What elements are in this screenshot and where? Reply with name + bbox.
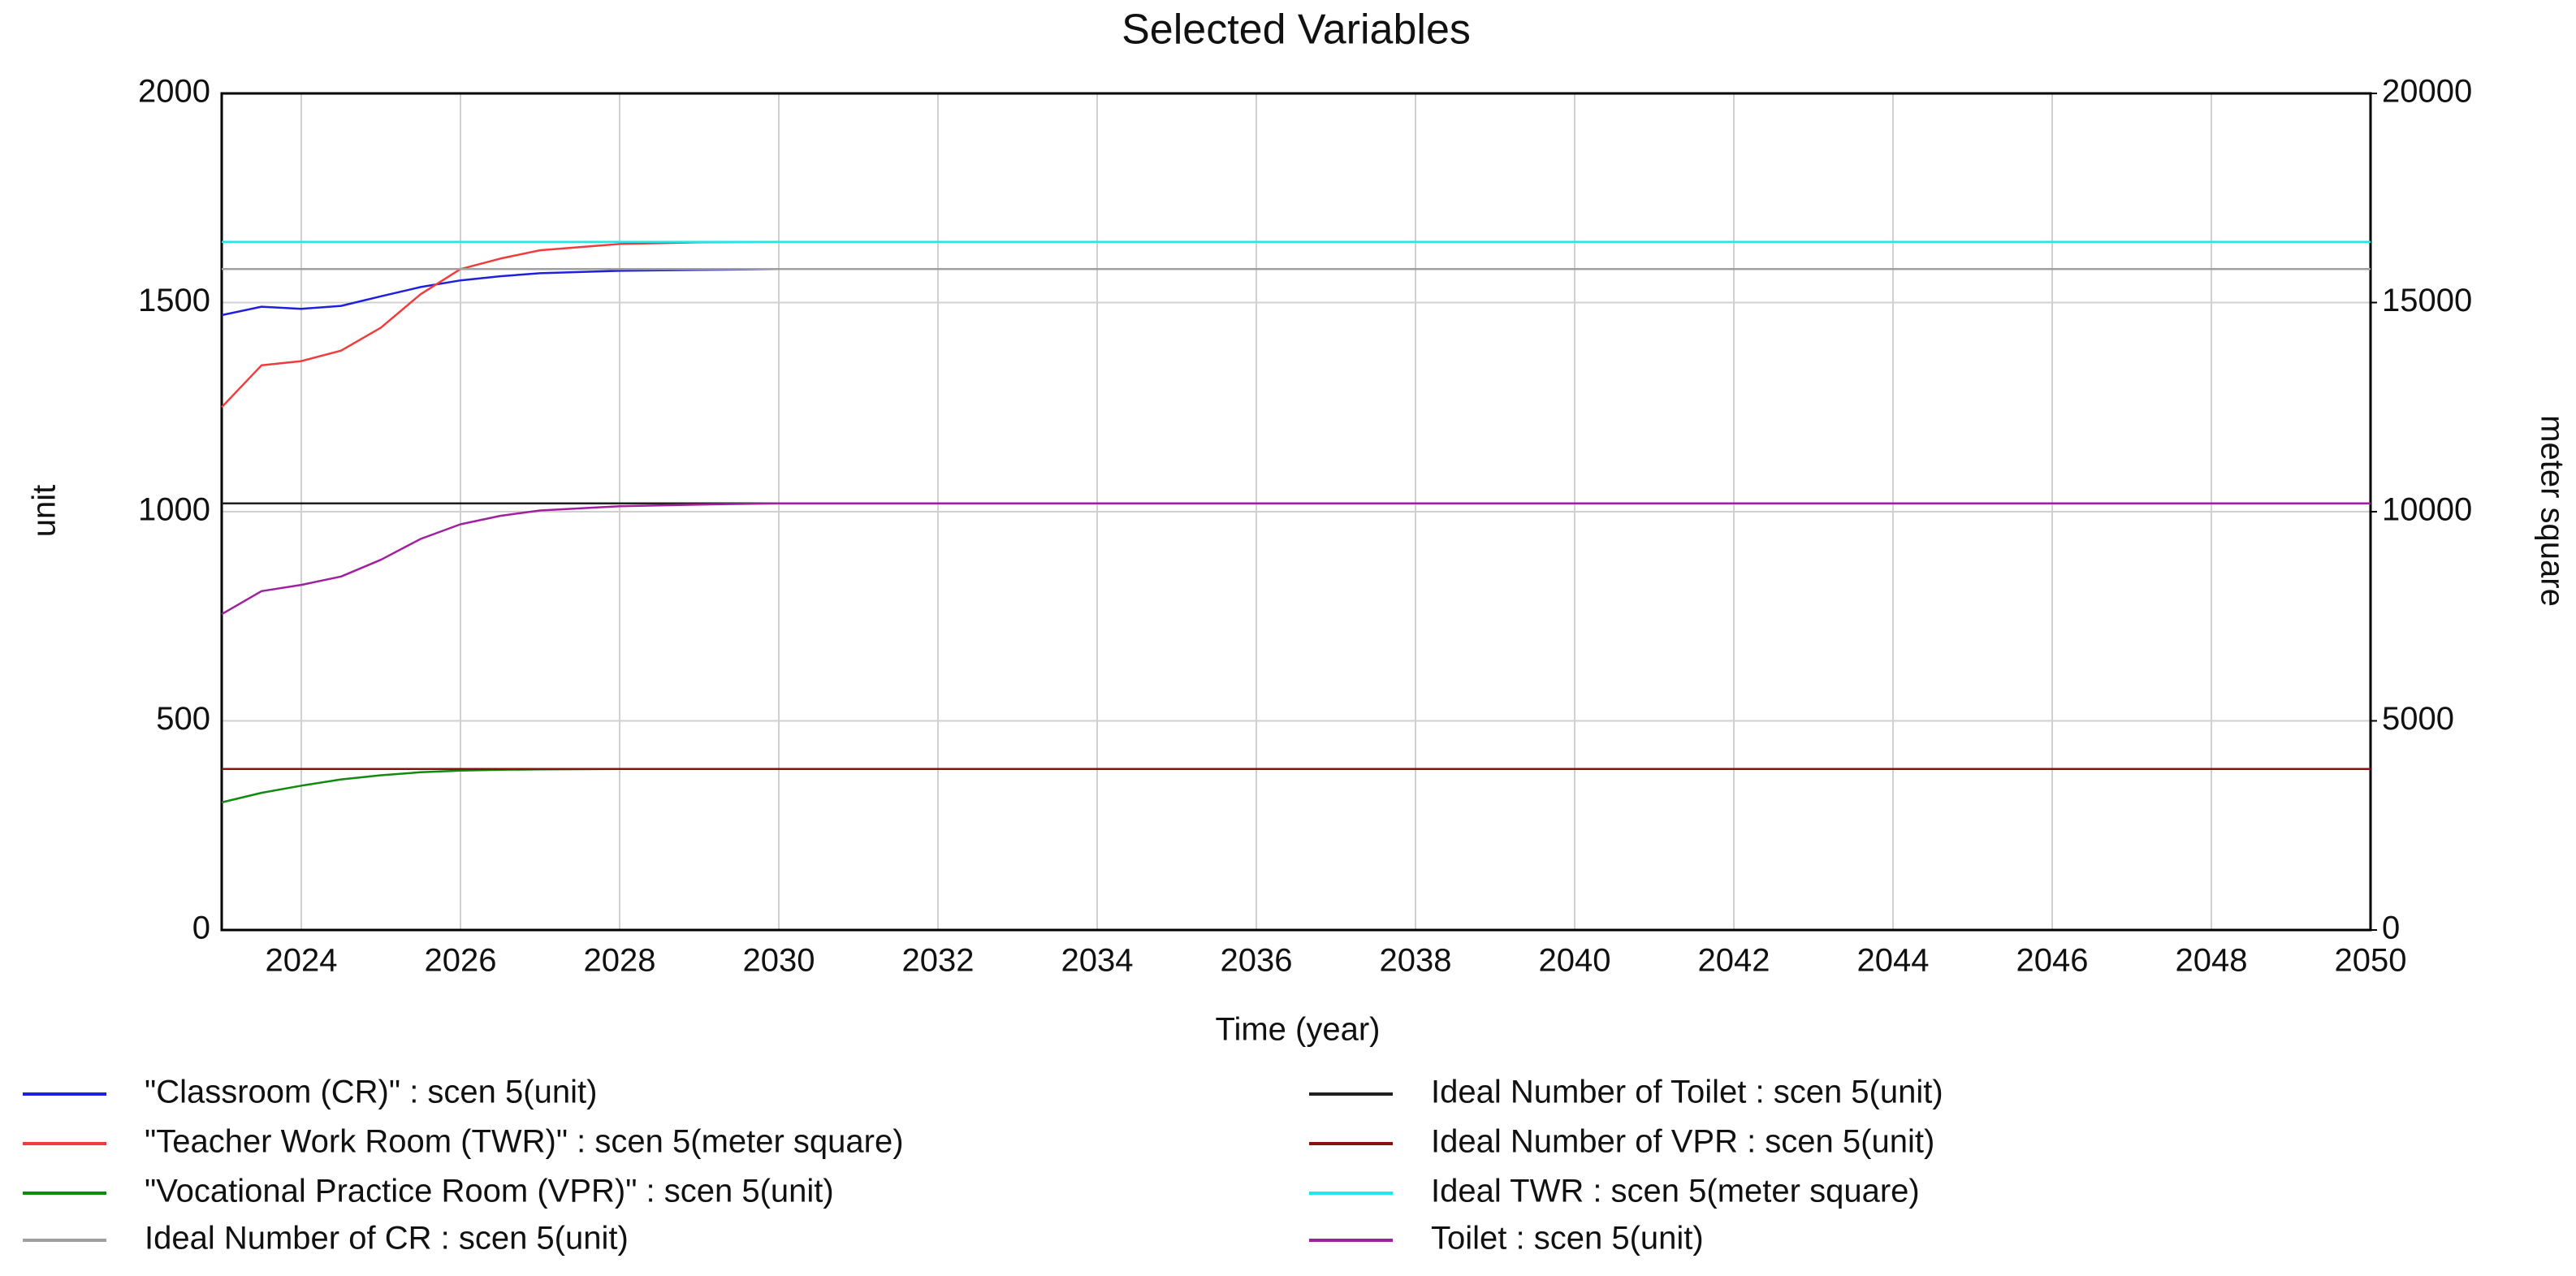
x-tick-label: 2030	[743, 943, 815, 979]
x-tick-label: 2034	[1061, 943, 1134, 979]
x-tick-label: 2046	[2016, 943, 2089, 979]
legend-label: Ideal Number of Toilet : scen 5(unit)	[1431, 1075, 1943, 1110]
y2-tick-label: 0	[2382, 911, 2400, 946]
chart-title: Selected Variables	[1122, 6, 1471, 54]
y-tick-label: 2000	[138, 74, 210, 110]
x-tick-label: 2028	[584, 943, 656, 979]
x-tick-label: 2042	[1698, 943, 1770, 979]
x-tick-label: 2050	[2335, 943, 2407, 979]
y2-tick-label: 5000	[2382, 701, 2454, 737]
y-tick-label: 0	[192, 911, 210, 946]
y2-tick-label: 15000	[2382, 283, 2472, 318]
y-tick-label: 1500	[138, 283, 210, 318]
plot-border	[220, 92, 2372, 932]
series-line	[221, 502, 2371, 616]
y2-tick-label: 10000	[2382, 492, 2472, 528]
x-tick-label: 2040	[1539, 943, 1611, 979]
x-tick-label: 2026	[425, 943, 497, 979]
x-tick-label: 2036	[1221, 943, 1293, 979]
x-tick-label: 2044	[1857, 943, 1930, 979]
x-tick-label: 2038	[1380, 943, 1452, 979]
legend-label: Ideal Number of VPR : scen 5(unit)	[1431, 1124, 1934, 1160]
legend-label: "Vocational Practice Room (VPR)" : scen …	[145, 1174, 834, 1209]
y-tick-label: 1000	[138, 492, 210, 528]
legend-label: Ideal Number of CR : scen 5(unit)	[145, 1221, 629, 1257]
x-tick-label: 2048	[2176, 943, 2248, 979]
y-tick-label: 500	[156, 701, 210, 737]
y2-axis-label: meter square	[2534, 415, 2570, 607]
x-axis-label: Time (year)	[1216, 1012, 1381, 1048]
x-tick-label: 2032	[902, 943, 975, 979]
y-axis-label: unit	[27, 485, 63, 538]
legend-label: Toilet : scen 5(unit)	[1431, 1221, 1704, 1257]
legend-label: Ideal TWR : scen 5(meter square)	[1431, 1174, 1920, 1209]
legend-label: "Classroom (CR)" : scen 5(unit)	[145, 1075, 597, 1110]
legend-label: "Teacher Work Room (TWR)" : scen 5(meter…	[145, 1124, 904, 1160]
x-tick-label: 2024	[266, 943, 338, 979]
y2-tick-label: 20000	[2382, 74, 2472, 110]
